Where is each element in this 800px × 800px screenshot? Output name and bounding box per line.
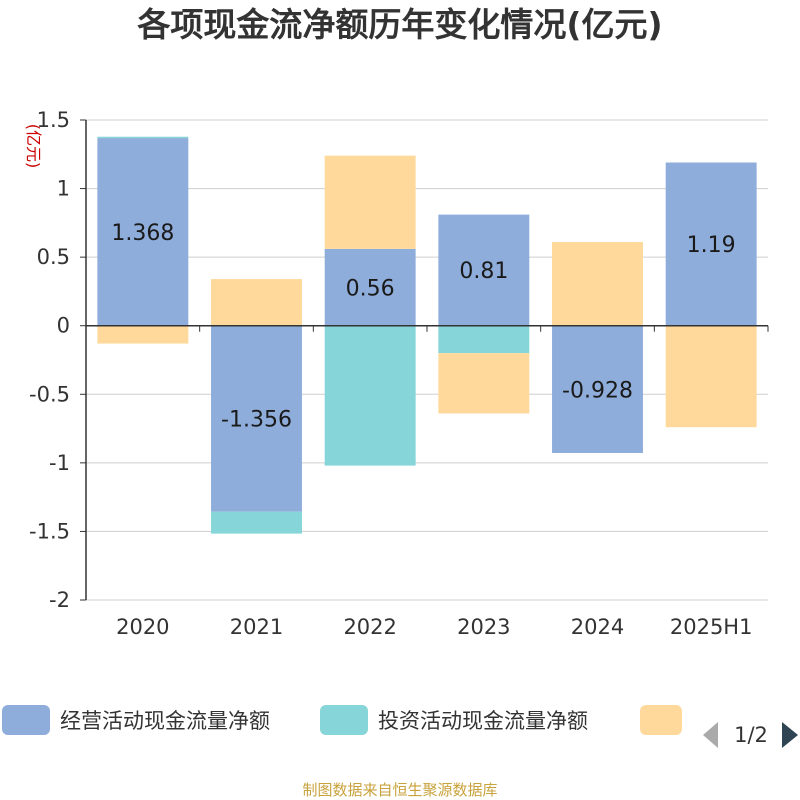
data-labels: 1.368 -1.356 0.56 0.81 -0.928 1.19 <box>111 221 735 433</box>
data-label: 0.81 <box>459 259 508 284</box>
prev-page-icon[interactable] <box>703 722 718 748</box>
legend-label: 投资活动现金流量净额 <box>378 709 588 733</box>
y-tick-label: -0.5 <box>29 382 70 406</box>
bar-segment <box>665 162 757 326</box>
data-label: 0.56 <box>346 276 395 301</box>
bar-segment <box>211 279 302 326</box>
x-tick-label: 2020 <box>116 615 169 639</box>
legend-page-indicator: 1/2 <box>734 723 768 747</box>
bar-segment <box>552 242 643 326</box>
bar-segment <box>97 138 189 326</box>
x-tick-label: 2025H1 <box>670 615 753 639</box>
grid-lines <box>86 119 768 601</box>
bar-segment <box>324 155 416 249</box>
bar-segment <box>552 325 643 453</box>
source-note: 制图数据来自恒生聚源数据库 <box>302 781 497 799</box>
x-tick-label: 2024 <box>571 615 624 639</box>
bars <box>97 136 757 534</box>
legend-swatch <box>320 705 368 735</box>
y-tick-label: 1 <box>57 177 70 201</box>
bar-segment <box>97 136 189 139</box>
bar-segment <box>211 325 302 512</box>
legend: 经营活动现金流量净额 投资活动现金流量净额 1/2 <box>2 705 798 748</box>
data-label: -1.356 <box>221 408 292 433</box>
chart-title: 各项现金流净额历年变化情况(亿元) <box>136 5 662 44</box>
data-label: 1.368 <box>111 221 174 246</box>
axes: 1.5 1 0.5 0 -0.5 -1 -1.5 -2 2020 2021 2022 2023 2024… <box>29 108 769 639</box>
y-tick-label: 0.5 <box>37 245 70 269</box>
x-tick-label: 2023 <box>457 615 510 639</box>
next-page-icon[interactable] <box>782 722 798 748</box>
bar-segment <box>438 353 530 414</box>
bar-segment <box>438 214 530 326</box>
bar-segment <box>438 325 530 354</box>
legend-swatch <box>2 705 50 735</box>
legend-swatch <box>640 705 682 735</box>
y-tick-label: 1.5 <box>37 108 70 132</box>
y-tick-label: -1 <box>49 451 70 475</box>
bar-segment <box>324 325 416 466</box>
bar-segment <box>324 248 416 326</box>
x-tick-label: 2021 <box>230 615 283 639</box>
y-tick-label: -1.5 <box>29 519 70 543</box>
data-label: -0.928 <box>562 378 633 403</box>
bar-segment <box>665 325 757 428</box>
data-label: 1.19 <box>687 233 736 258</box>
y-axis-unit: (亿元) <box>24 124 43 169</box>
bar-segment <box>211 511 302 534</box>
bar-segment <box>97 325 189 344</box>
y-tick-label: 0 <box>57 314 70 338</box>
x-tick-label: 2022 <box>343 615 396 639</box>
y-tick-label: -2 <box>49 588 70 612</box>
legend-label: 经营活动现金流量净额 <box>60 709 270 733</box>
